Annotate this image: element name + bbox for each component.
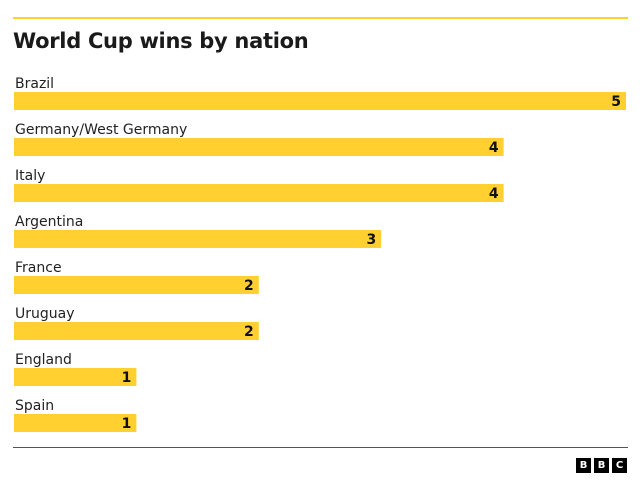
data-label: 2 bbox=[244, 278, 254, 294]
category-label: Germany/West Germany bbox=[15, 122, 187, 138]
category-label: Spain bbox=[15, 398, 54, 414]
data-label: 2 bbox=[244, 324, 254, 340]
bar bbox=[14, 368, 137, 386]
chart-title: World Cup wins by nation bbox=[13, 29, 309, 53]
category-label: Brazil bbox=[15, 76, 54, 92]
logo-letter-b1: B bbox=[576, 458, 591, 473]
data-label: 5 bbox=[611, 94, 621, 110]
category-label: England bbox=[15, 352, 72, 368]
top-accent-rule bbox=[13, 17, 628, 19]
data-label: 1 bbox=[122, 370, 132, 386]
logo-letter-c: C bbox=[612, 458, 627, 473]
category-label: Italy bbox=[15, 168, 45, 184]
data-label: 4 bbox=[489, 186, 499, 202]
bar bbox=[14, 414, 137, 432]
data-label: 4 bbox=[489, 140, 499, 156]
bottom-rule bbox=[13, 447, 628, 448]
bar bbox=[14, 230, 382, 248]
category-label: France bbox=[15, 260, 62, 276]
logo-letter-b2: B bbox=[594, 458, 609, 473]
bar bbox=[14, 276, 259, 294]
bar bbox=[14, 184, 504, 202]
bbc-logo: B B C bbox=[576, 458, 627, 473]
bar bbox=[14, 138, 504, 156]
bar bbox=[14, 92, 626, 110]
data-label: 3 bbox=[366, 232, 376, 248]
category-label: Uruguay bbox=[15, 306, 75, 322]
category-label: Argentina bbox=[15, 214, 83, 230]
bar bbox=[14, 322, 259, 340]
data-label: 1 bbox=[122, 416, 132, 432]
